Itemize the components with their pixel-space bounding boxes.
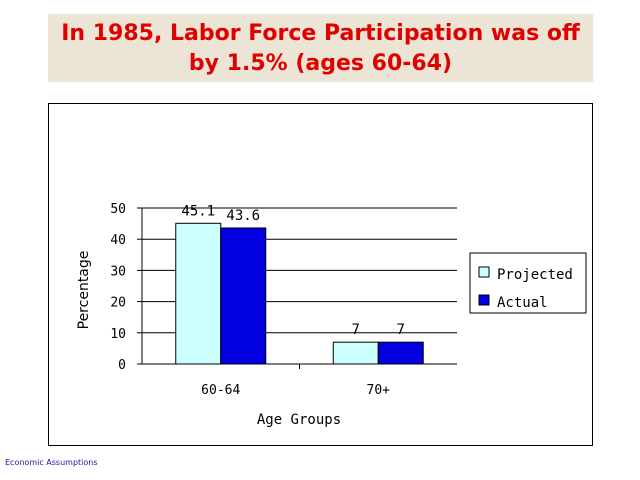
y-tick-label: 40 [110, 233, 126, 248]
x-axis-label: Age Groups [257, 412, 341, 428]
slide-title-line-2: by 1.5% (ages 60-64) [188, 51, 453, 76]
legend-box [469, 252, 587, 314]
x-tick-label: 70+ [367, 383, 391, 398]
labels: 0 10 20 30 40 50 45.1 43.6 60-64 7 7 70+ [110, 202, 405, 398]
footer-text: Economic Assumptions [5, 458, 98, 467]
bar-projected-1 [332, 341, 379, 365]
y-axis-label: Percentage [76, 251, 92, 330]
axes [137, 207, 457, 369]
data-label: 45.1 [181, 203, 215, 219]
y-tick-label: 10 [110, 327, 126, 342]
legend-label-projected: Projected [497, 267, 573, 283]
legend-label-actual: Actual [497, 295, 548, 311]
legend-swatch-projected [478, 266, 490, 278]
bar-actual-1 [377, 341, 424, 365]
bars [175, 222, 424, 365]
data-label: 43.6 [226, 208, 260, 224]
bar-projected-0 [175, 222, 222, 365]
title-banner: In 1985, Labor Force Participation was o… [48, 14, 593, 82]
data-label: 7 [397, 322, 405, 338]
data-label: 7 [352, 322, 360, 338]
slide-title-line-1: In 1985, Labor Force Participation was o… [61, 21, 580, 46]
y-tick-label: 0 [118, 358, 126, 373]
y-tick-label: 20 [110, 296, 126, 311]
x-tick-label: 60-64 [201, 383, 240, 398]
y-tick-label: 30 [110, 264, 126, 279]
legend-swatch-actual [478, 294, 490, 306]
legend: Projected Actual [469, 252, 587, 314]
bar-actual-0 [220, 227, 267, 365]
y-tick-label: 50 [110, 202, 126, 217]
